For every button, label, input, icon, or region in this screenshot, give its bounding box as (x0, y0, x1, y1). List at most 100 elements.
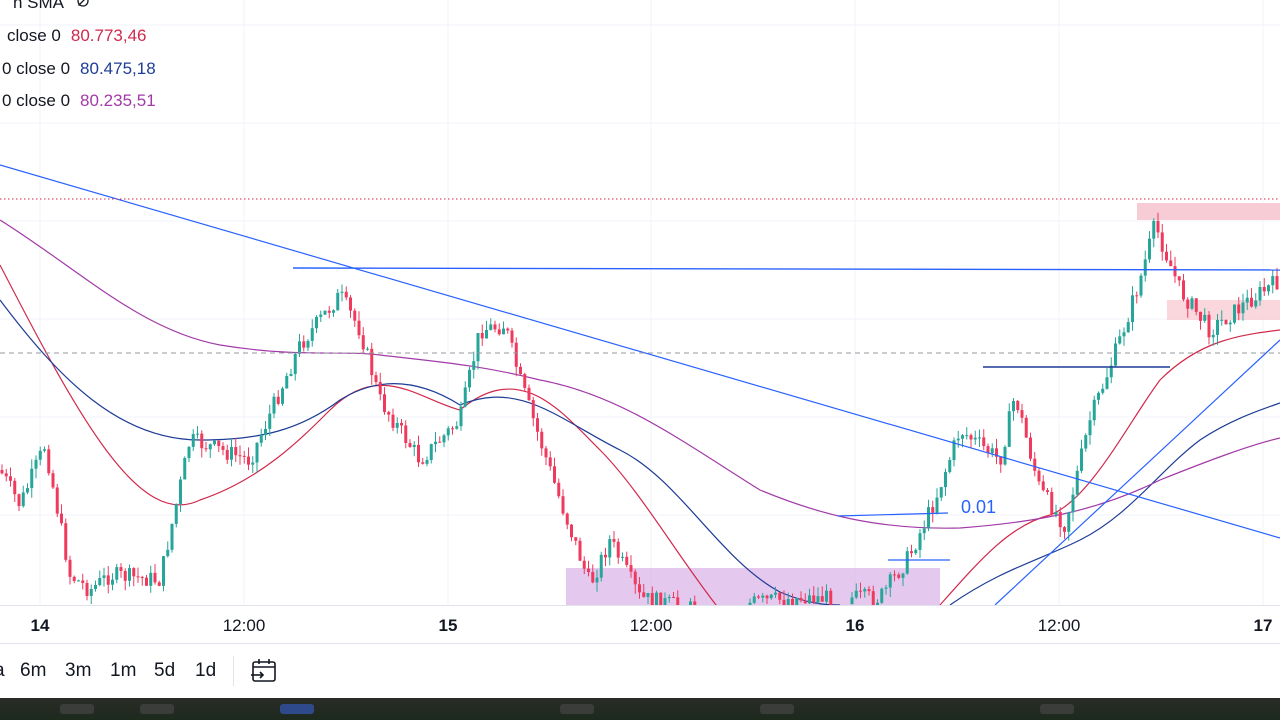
candle-body (854, 590, 858, 598)
hide-indicator-icon[interactable] (76, 0, 90, 12)
candle-body (918, 533, 922, 550)
candle-body (13, 480, 17, 495)
candle-body (417, 444, 420, 463)
candle-body (1160, 232, 1164, 252)
supply-zone (1137, 203, 1280, 220)
candle-body (468, 369, 471, 388)
taskbar-item[interactable] (1040, 704, 1074, 714)
candle-body (1080, 448, 1083, 471)
candle-body (1241, 302, 1245, 314)
candle-body (565, 513, 569, 525)
candle-body (412, 444, 416, 447)
candle-body (927, 507, 930, 529)
calendar-goto-icon[interactable] (250, 657, 278, 685)
taskbar-item[interactable] (760, 704, 794, 714)
range-button-1m[interactable]: 1m (110, 660, 137, 681)
legend-title[interactable]: n SMA (13, 0, 90, 13)
candle-body (370, 348, 374, 376)
candle-body (502, 328, 505, 335)
candle-body (293, 353, 297, 374)
taskbar-item[interactable] (60, 704, 94, 714)
range-divider (233, 656, 234, 686)
legend-label: close 0 (7, 26, 61, 45)
range-button-1d[interactable]: 1d (195, 660, 217, 681)
candle-body (1216, 319, 1219, 335)
taskbar-item[interactable] (140, 704, 174, 714)
candle-body (451, 428, 454, 430)
candle-body (531, 400, 535, 419)
candle-body (493, 324, 497, 330)
candle-body (472, 361, 476, 370)
candle-body (557, 482, 561, 497)
candle-body (761, 595, 765, 598)
trend-line (0, 164, 1280, 539)
time-axis[interactable]: 14 12:00 15 12:00 16 12:00 17 (0, 605, 1280, 644)
range-button-6m[interactable]: 6m (20, 660, 47, 681)
legend-row-sma-purple[interactable]: 0 close 0 80.235,51 (2, 91, 156, 111)
candle-body (85, 582, 89, 596)
candle-body (310, 328, 314, 341)
sma-line-red (0, 264, 717, 605)
range-button-3m[interactable]: 3m (65, 660, 92, 681)
candle-body (871, 591, 875, 605)
candle-body (995, 448, 998, 457)
candle-body (1271, 276, 1275, 286)
candle-body (1228, 322, 1232, 325)
candle-body (272, 396, 276, 414)
candle-body (60, 513, 63, 524)
candle-body (1118, 336, 1122, 344)
candle-body (302, 341, 306, 348)
candle-body (255, 442, 259, 463)
candle-body (578, 540, 582, 561)
candle-body (1173, 266, 1177, 277)
candle-body (591, 572, 595, 583)
candle-body (791, 598, 794, 605)
range-button-all[interactable]: a (0, 660, 5, 682)
legend-row-sma-red[interactable]: close 0 80.773,46 (7, 26, 147, 46)
candle-body (548, 457, 552, 467)
candle-body (795, 597, 799, 605)
chart-area[interactable]: 0.01 n SMA close 0 80.773,46 0 close 0 80.… (0, 0, 1280, 605)
candle-body (884, 587, 888, 589)
candle-body (1245, 297, 1249, 303)
level-line (837, 512, 949, 517)
annotation-label: 0.01 (961, 497, 996, 517)
candle-body (238, 455, 242, 457)
candle-body (1050, 491, 1054, 515)
candle-body (98, 577, 102, 585)
candle-body (446, 428, 450, 436)
candle-body (1012, 400, 1015, 412)
candle-body (459, 406, 463, 427)
candle-body (323, 310, 327, 315)
candle-body (64, 523, 68, 560)
price-chart[interactable]: 0.01 (0, 0, 1280, 605)
candle-body (259, 435, 263, 443)
candle-body (285, 375, 289, 389)
candle-body (489, 324, 493, 330)
os-taskbar (0, 698, 1280, 720)
sma-line-blue (949, 402, 1280, 605)
candle-body (939, 487, 943, 498)
candle-body (136, 576, 140, 578)
candle-body (621, 556, 624, 558)
candle-body (1224, 319, 1228, 325)
candle-body (442, 435, 446, 443)
candle-body (1169, 260, 1173, 267)
candle-body (187, 446, 191, 458)
candle-body (689, 601, 692, 605)
legend-row-sma-blue[interactable]: 0 close 0 80.475,18 (2, 59, 156, 79)
x-tick-label: 14 (30, 616, 50, 635)
candle-body (132, 568, 136, 577)
candle-body (1254, 300, 1258, 307)
drawing-tools[interactable] (0, 164, 1280, 605)
taskbar-item[interactable] (560, 704, 594, 714)
candle-body (604, 554, 607, 558)
taskbar-item[interactable] (280, 704, 314, 714)
candle-body (1109, 365, 1113, 378)
candle-body (497, 329, 501, 335)
candle-body (1020, 410, 1024, 418)
candle-body (1058, 511, 1062, 528)
range-button-5d[interactable]: 5d (154, 660, 176, 681)
candle-body (353, 310, 357, 321)
candle-body (247, 456, 250, 465)
